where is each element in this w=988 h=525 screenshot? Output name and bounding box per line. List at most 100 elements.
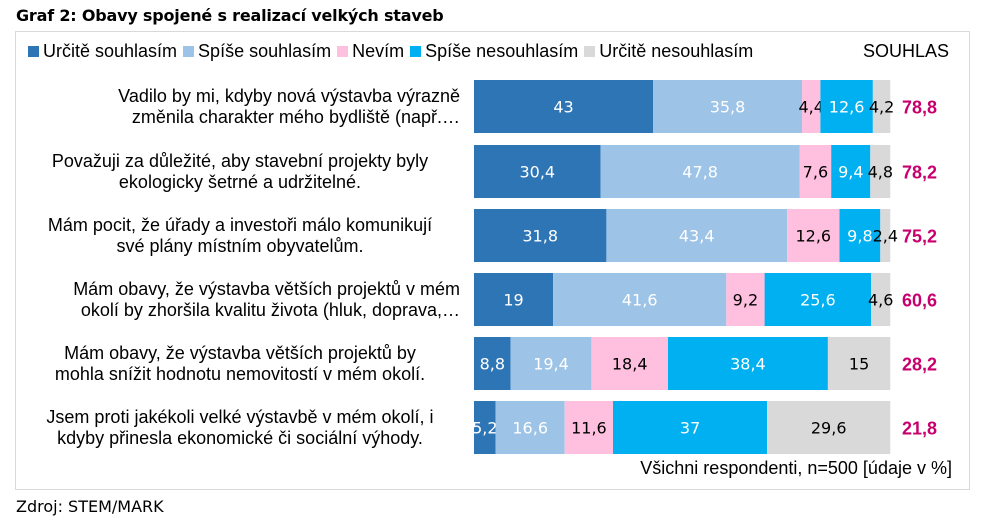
data-label: 7,6 [803,163,828,182]
bar-segment [871,273,891,326]
category-label-line: mohla snížit hodnotu nemovitostí v mém o… [54,363,426,384]
bar-segment [839,209,881,262]
bar-segment [606,209,788,262]
bar-segment [591,337,668,390]
data-label: 4,6 [868,291,893,310]
data-label: 19,4 [533,355,569,374]
legend-swatch [337,45,349,57]
legend-total-label: SOUHLAS [863,41,950,61]
legend-item-urcite-nesouhlasim: Určitě nesouhlasím [584,41,753,62]
legend-item-nevim: Nevím [337,41,404,62]
bar-segment [668,337,828,390]
data-label: 19 [503,291,523,310]
bar-segment [474,80,653,133]
data-label: 9,2 [733,291,758,310]
chart-title: Graf 2: Obavy spojené s realizací velkýc… [16,6,444,25]
category-label-line: Mám obavy, že výstavba větších projektů … [64,342,416,363]
category-label: Jsem proti jakékoli velké výstavbě v mém… [20,407,460,449]
bar-segment [613,401,767,454]
data-label: 8,8 [480,355,505,374]
legend-swatch [584,45,596,57]
category-label-line: Jsem proti jakékoli velké výstavbě v mém… [46,406,434,427]
bar-segment [474,145,601,198]
category-label-line: Mám pocit, že úřady a investoři málo kom… [47,214,433,235]
bar-segment [474,273,554,326]
legend-label: Určitě nesouhlasím [599,40,754,61]
bar-segment [880,209,891,262]
data-label: 35,8 [710,98,746,117]
category-label: Mám obavy, že výstavba větších projektů … [20,279,460,321]
bar-segment [474,209,607,262]
legend-swatch [410,45,422,57]
bar-segment [870,145,891,198]
bar-segment [510,337,592,390]
bar-segment [474,401,496,454]
total-label: 75,2 [902,227,937,247]
sample-note: Všichni respondenti, n=500 [údaje v %] [640,458,952,478]
data-label: 15 [849,355,869,374]
legend-label: Nevím [352,40,405,61]
data-label: 43,4 [679,227,715,246]
data-label: 43 [553,98,573,117]
data-label: 4,2 [869,98,894,117]
category-label-line: změnila charakter mého bydliště (např.… [131,106,460,127]
data-label: 4,8 [868,163,893,182]
data-label: 2,4 [873,227,898,246]
data-label: 4,4 [798,98,823,117]
bar-segment [767,401,891,454]
source-note: Zdroj: STEM/MARK [16,497,164,516]
category-label: Považuji za důležité, aby stavební proje… [20,151,460,193]
bar-segment [802,80,821,133]
data-label: 31,8 [522,227,558,246]
legend-label: Určitě souhlasím [43,40,178,61]
chart-frame [15,31,970,490]
total-label: 78,2 [902,163,937,183]
data-label: 25,6 [800,291,836,310]
legend-label: Spíše nesouhlasím [425,40,579,61]
bar-segment [831,145,871,198]
category-label-line: okolí by zhoršila kvalitu života (hluk, … [80,299,460,320]
bar-segment [653,80,802,133]
bar-segment [820,80,873,133]
category-label: Vadilo by mi, kdyby nová výstavba výrazn… [20,86,460,128]
bar-segment [495,401,565,454]
legend: Určitě souhlasím Spíše souhlasím Nevím S… [28,39,759,63]
data-label: 5,2 [472,419,497,438]
category-label-line: Považuji za důležité, aby stavební proje… [51,150,429,171]
total-label: 78,8 [902,98,937,118]
bar-segment [764,273,872,326]
legend-item-spise-nesouhlasim: Spíše nesouhlasím [410,41,578,62]
bar-segment [553,273,727,326]
legend-item-spise-souhlasim: Spíše souhlasím [183,41,331,62]
data-label: 29,6 [811,419,847,438]
data-label: 16,6 [512,419,548,438]
total-label: 21,8 [902,419,937,439]
bar-segment [872,80,891,133]
bar-segment [564,401,614,454]
category-label: Mám pocit, že úřady a investoři málo kom… [20,215,460,257]
category-label-line: Mám obavy, že výstavba větších projektů … [73,278,460,299]
category-label-line: Vadilo by mi, kdyby nová výstavba výrazn… [118,85,460,106]
bar-segment [474,337,511,390]
category-label: Mám obavy, že výstavba větších projektů … [20,343,460,385]
bar-segment [799,145,832,198]
bar-segment [726,273,765,326]
legend-item-urcite-souhlasim: Určitě souhlasím [28,41,177,62]
data-label: 11,6 [571,419,607,438]
category-label-line: kdyby přinesla ekonomické či sociální vý… [57,427,423,448]
data-label: 18,4 [612,355,648,374]
total-label: 60,6 [902,291,937,311]
data-label: 9,4 [838,163,863,182]
data-label: 9,8 [847,227,872,246]
legend-swatch [28,45,39,57]
total-label: 28,2 [902,355,937,375]
data-label: 12,6 [795,227,831,246]
data-label: 41,6 [622,291,658,310]
data-label: 37 [680,419,700,438]
data-label: 47,8 [682,163,718,182]
category-label-line: své plány místním obyvatelům. [116,235,364,256]
category-label-line: ekologicky šetrné a udržitelné. [118,171,362,192]
legend-label: Spíše souhlasím [198,40,332,61]
data-label: 30,4 [519,163,555,182]
